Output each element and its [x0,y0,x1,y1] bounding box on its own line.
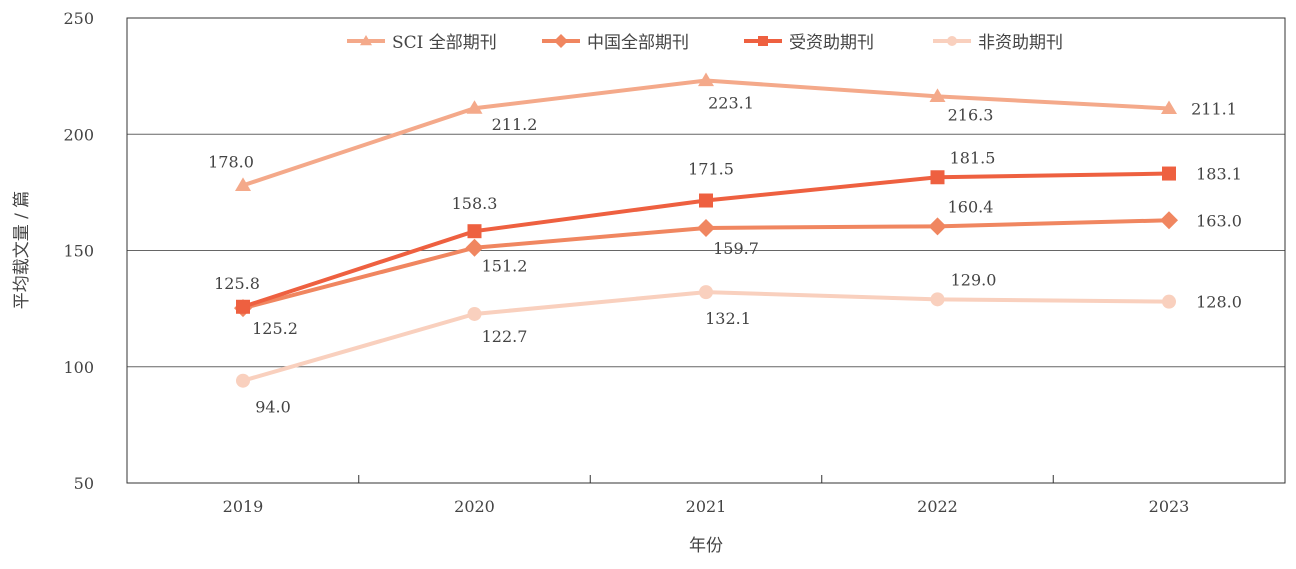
data-label: 171.5 [688,160,734,179]
data-label: 128.0 [1196,293,1242,312]
plot-frame [126,17,1286,484]
triangle-marker [929,88,946,102]
x-tick-label: 2022 [917,497,958,516]
data-label: 151.2 [482,257,528,276]
square-marker [699,193,713,208]
legend-label: SCI 全部期刊 [392,33,497,53]
diamond-marker [554,34,568,48]
diamond-marker [465,238,484,257]
circle-marker [1162,294,1176,309]
circle-marker [467,306,482,321]
y-tick-label: 50 [74,474,94,493]
data-label: 223.1 [708,94,754,113]
data-label: 211.1 [1191,99,1237,118]
diamond-marker [697,218,715,237]
x-tick-label: 2020 [454,497,495,516]
data-label: 211.2 [492,115,538,134]
triangle-marker [1161,100,1177,115]
series-3: 94.0 122.7 132.1 129.0 128.0 [236,270,1242,417]
data-label: 125.2 [252,319,298,338]
y-axis-label: 平均载文量 / 篇 [12,191,32,310]
data-label: 125.8 [214,274,260,293]
circle-marker [699,285,713,300]
x-tick-label: 2021 [686,497,727,516]
data-label: 122.7 [482,327,528,346]
data-label: 159.7 [713,239,759,258]
data-label: 163.0 [1196,211,1242,230]
square-marker [467,224,482,239]
data-label: 158.3 [452,194,498,213]
legend-label: 受资助期刊 [789,33,874,53]
y-tick-label: 200 [63,125,94,144]
triangle-marker [698,72,714,87]
triangle-marker [235,177,251,191]
triangle-marker [360,35,372,46]
data-label: 129.0 [951,270,997,289]
square-marker [930,170,945,185]
y-tick-label: 150 [63,242,94,261]
square-marker [236,299,250,314]
circle-marker [947,36,957,46]
square-marker [758,36,768,46]
series-0: 178.0 211.2 223.1 216.3 211.1 [208,72,1237,191]
circle-marker [930,292,945,307]
x-tick-label: 2023 [1149,497,1190,516]
data-label: 160.4 [948,197,994,216]
data-label: 94.0 [255,398,291,417]
series-line [242,290,1170,383]
series-2: 125.8 158.3 171.5 181.5 183.1 [214,148,1242,314]
x-axis-label: 年份 [689,536,723,556]
circle-marker [236,373,250,388]
diamond-marker [928,217,947,236]
y-tick-label: 100 [63,358,94,377]
data-label: 132.1 [705,309,751,328]
data-label: 178.0 [208,152,254,171]
data-label: 183.1 [1196,165,1242,184]
diamond-marker [1160,211,1178,230]
data-label: 216.3 [948,105,994,124]
x-tick-label: 2019 [223,497,264,516]
triangle-marker [466,100,483,114]
y-tick-label: 250 [63,9,94,28]
legend-label: 中国全部期刊 [587,33,689,53]
data-label: 181.5 [950,148,996,167]
legend-label: 非资助期刊 [978,33,1063,53]
square-marker [1162,166,1176,181]
